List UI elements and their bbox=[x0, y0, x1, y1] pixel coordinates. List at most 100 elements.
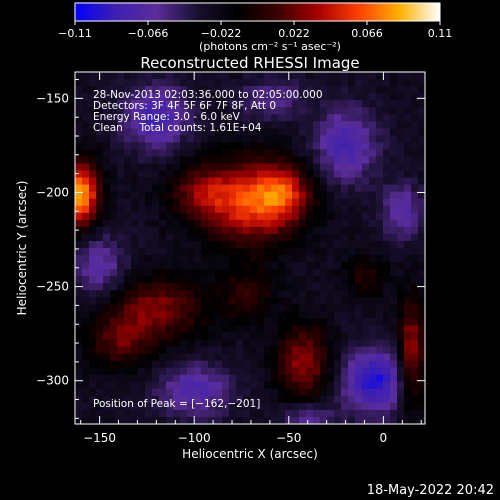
heatmap-cell bbox=[418, 205, 426, 214]
heatmap-cell bbox=[250, 409, 258, 418]
heatmap-cell bbox=[208, 381, 216, 390]
heatmap-cell bbox=[117, 198, 125, 207]
heatmap-cell bbox=[96, 219, 104, 228]
heatmap-cell bbox=[250, 100, 258, 108]
heatmap-cell bbox=[257, 248, 265, 256]
heatmap-cell bbox=[75, 409, 83, 418]
heatmap-cell bbox=[222, 416, 230, 425]
heatmap-cell bbox=[208, 339, 216, 347]
heatmap-cell bbox=[173, 184, 181, 193]
heatmap-cell bbox=[397, 219, 405, 228]
heatmap-cell bbox=[173, 233, 181, 242]
heatmap-cell bbox=[306, 297, 314, 305]
heatmap-cell bbox=[215, 219, 223, 228]
heatmap-cell bbox=[383, 226, 391, 235]
heatmap-cell bbox=[103, 198, 111, 207]
heatmap-cell bbox=[89, 191, 97, 200]
heatmap-cell bbox=[404, 325, 412, 333]
heatmap-cell bbox=[152, 114, 160, 122]
heatmap-cell bbox=[250, 276, 258, 284]
heatmap-cell bbox=[306, 198, 314, 207]
heatmap-cell bbox=[313, 290, 321, 298]
heatmap-cell bbox=[250, 262, 258, 270]
heatmap-cell bbox=[124, 128, 132, 136]
heatmap-cell bbox=[341, 367, 349, 376]
heatmap-cell bbox=[110, 325, 118, 333]
heatmap-cell bbox=[327, 121, 335, 129]
heatmap-cell bbox=[96, 325, 104, 333]
heatmap-cell bbox=[110, 255, 118, 263]
heatmap-cell bbox=[82, 219, 90, 228]
heatmap-cell bbox=[250, 93, 258, 101]
heatmap-cell bbox=[250, 219, 258, 228]
heatmap-cell bbox=[285, 163, 293, 171]
heatmap-cell bbox=[103, 409, 111, 418]
heatmap-cell bbox=[271, 339, 279, 347]
heatmap-cell bbox=[369, 353, 377, 362]
heatmap-cell bbox=[96, 297, 104, 305]
heatmap-cell bbox=[187, 248, 195, 256]
heatmap-cell bbox=[243, 395, 251, 404]
heatmap-cell bbox=[201, 100, 209, 108]
heatmap-cell bbox=[89, 276, 97, 284]
heatmap-cell bbox=[124, 381, 132, 390]
heatmap-cell bbox=[271, 128, 279, 136]
heatmap-cell bbox=[201, 304, 209, 312]
heatmap-cell bbox=[348, 283, 356, 291]
heatmap-cell bbox=[418, 276, 426, 284]
heatmap-cell bbox=[131, 163, 139, 171]
heatmap-cell bbox=[299, 149, 307, 157]
heatmap-cell bbox=[292, 367, 300, 376]
heatmap-cell bbox=[341, 297, 349, 305]
heatmap-cell bbox=[103, 177, 111, 186]
heatmap-cell bbox=[292, 107, 300, 115]
heatmap-cell bbox=[250, 304, 258, 312]
heatmap-cell bbox=[257, 156, 265, 164]
heatmap-cell bbox=[369, 198, 377, 207]
heatmap-cell bbox=[264, 311, 272, 319]
heatmap-cell bbox=[341, 128, 349, 136]
heatmap-cell bbox=[110, 346, 118, 354]
heatmap-cell bbox=[376, 72, 384, 80]
heatmap-cell bbox=[180, 121, 188, 129]
heatmap-cell bbox=[404, 367, 412, 376]
heatmap-cell bbox=[250, 72, 258, 80]
heatmap-cell bbox=[201, 170, 209, 178]
heatmap-cell bbox=[334, 311, 342, 319]
heatmap-cell bbox=[264, 332, 272, 340]
heatmap-cell bbox=[236, 283, 244, 291]
heatmap-cell bbox=[110, 269, 118, 277]
heatmap-cell bbox=[369, 240, 377, 249]
heatmap-cell bbox=[362, 135, 370, 143]
heatmap-cell bbox=[341, 304, 349, 312]
heatmap-cell bbox=[159, 325, 167, 333]
heatmap-cell bbox=[257, 219, 265, 228]
heatmap-cell bbox=[152, 262, 160, 270]
heatmap-cell bbox=[327, 198, 335, 207]
heatmap-cell bbox=[124, 205, 132, 214]
heatmap-cell bbox=[145, 409, 153, 418]
heatmap-cell bbox=[82, 290, 90, 298]
heatmap-cell bbox=[418, 304, 426, 312]
heatmap-cell bbox=[222, 332, 230, 340]
heatmap-cell bbox=[341, 93, 349, 101]
heatmap-cell bbox=[159, 297, 167, 305]
heatmap-cell bbox=[313, 374, 321, 383]
heatmap-cell bbox=[257, 107, 265, 115]
heatmap-cell bbox=[180, 226, 188, 235]
heatmap-cell bbox=[215, 416, 223, 425]
heatmap-cell bbox=[390, 388, 398, 397]
heatmap-cell bbox=[75, 346, 83, 354]
heatmap-cell bbox=[138, 212, 146, 221]
heatmap-cell bbox=[404, 135, 412, 143]
heatmap-cell bbox=[404, 233, 412, 242]
heatmap-cell bbox=[180, 353, 188, 362]
heatmap-cell bbox=[369, 409, 377, 418]
heatmap-cell bbox=[383, 163, 391, 171]
heatmap-cell bbox=[348, 240, 356, 249]
heatmap-cell bbox=[341, 409, 349, 418]
heatmap-cell bbox=[285, 283, 293, 291]
heatmap-cell bbox=[341, 72, 349, 80]
heatmap-cell bbox=[187, 163, 195, 171]
heatmap-cell bbox=[390, 219, 398, 228]
